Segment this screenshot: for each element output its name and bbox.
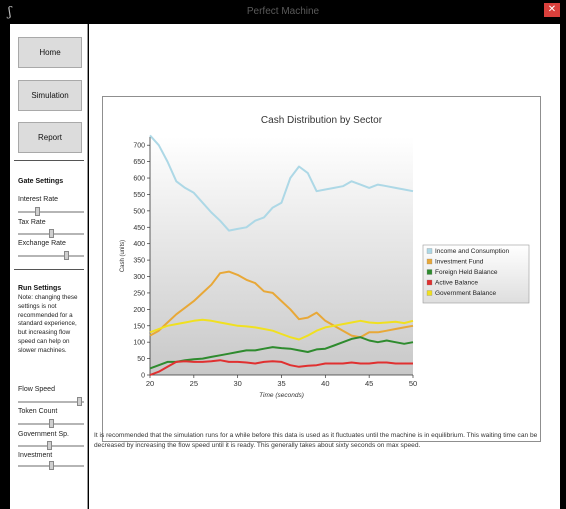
sidebar-divider (14, 160, 84, 161)
slider-thumb[interactable] (48, 229, 54, 238)
gate-settings-title: Gate Settings (18, 178, 64, 185)
flow-speed-slider[interactable] (18, 397, 84, 406)
series-line-0 (149, 134, 414, 232)
x-axis-label: Time (seconds) (259, 392, 304, 399)
y-tick-label: 50 (137, 356, 145, 363)
x-tick-label: 20 (146, 379, 154, 388)
close-button[interactable]: ✕ (544, 3, 560, 17)
chart-title: Cash Distribution by Sector (260, 115, 383, 126)
legend-label: Investment Fund (435, 259, 484, 266)
slider-thumb[interactable] (47, 441, 53, 450)
x-tick-label: 30 (233, 379, 241, 388)
slider-thumb[interactable] (48, 419, 54, 428)
run-settings-title: Run Settings (18, 285, 62, 292)
y-tick-label: 650 (133, 159, 145, 166)
y-tick-label: 300 (133, 274, 145, 281)
interest-rate-slider[interactable] (18, 207, 84, 216)
series-line-4 (149, 318, 414, 341)
y-axis-label: Cash (units) (120, 240, 126, 272)
y-tick-label: 550 (133, 192, 145, 199)
y-tick-label: 250 (133, 290, 145, 297)
y-tick-label: 100 (133, 340, 145, 347)
run-settings-note: Note: changing these settings is not rec… (18, 294, 78, 354)
main-content: Cash Distribution by Sector 0 50 100 150 200… (89, 24, 560, 509)
x-tick-label: 40 (321, 379, 329, 388)
tax-rate-slider[interactable] (18, 229, 84, 238)
legend-label: Income and Consumption (435, 248, 509, 255)
legend-swatch (426, 248, 433, 254)
slider-thumb[interactable] (63, 251, 69, 260)
y-tick-label: 600 (133, 176, 145, 183)
slider-thumb[interactable] (48, 461, 54, 470)
government-spending-label: Government Sp. (18, 431, 69, 438)
x-tick-label: 25 (190, 379, 198, 388)
line-chart: 0 50 100 150 200 250 300 350 400 450 500 550 600 650 7… (120, 134, 530, 399)
slider-track (18, 401, 84, 403)
y-tick-label: 450 (133, 225, 145, 232)
legend-label: Active Balance (435, 280, 478, 287)
simulation-button[interactable]: Simulation (18, 80, 82, 111)
slider-thumb[interactable] (77, 397, 83, 406)
sidebar: Home Simulation Report Gate Settings Int… (10, 24, 88, 509)
series-line-2 (149, 336, 414, 370)
title-bar: ʃ Perfect Machine ✕ (0, 0, 566, 24)
y-tick-label: 150 (133, 323, 145, 330)
window-frame-left (0, 24, 10, 509)
app-icon: ʃ (8, 5, 12, 20)
x-tick-label: 35 (277, 379, 285, 388)
y-tick-label: 200 (133, 307, 145, 314)
interest-rate-label: Interest Rate (18, 196, 59, 203)
legend-swatch (426, 269, 433, 275)
report-button[interactable]: Report (18, 122, 82, 153)
chart-panel: Cash Distribution by Sector 0 50 100 150 200… (102, 96, 541, 442)
window-title: Perfect Machine (246, 6, 320, 17)
y-tick-label: 400 (133, 241, 145, 248)
slider-thumb[interactable] (35, 207, 41, 216)
government-spending-slider[interactable] (18, 441, 84, 450)
legend-swatch (426, 258, 433, 265)
exchange-rate-slider[interactable] (18, 251, 84, 260)
tax-rate-label: Tax Rate (18, 219, 46, 226)
legend-swatch (426, 279, 433, 286)
legend-label: Government Balance (435, 290, 496, 297)
slider-track (18, 255, 84, 257)
x-tick-label: 50 (409, 379, 417, 388)
slider-track (18, 211, 84, 213)
info-text: It is recommended that the simulation ru… (94, 432, 538, 449)
y-tick-label: 500 (133, 208, 145, 215)
legend-label: Foreign Held Balance (435, 269, 498, 276)
series-line-3 (149, 359, 413, 376)
y-tick-label: 700 (133, 143, 145, 150)
series-line-1 (149, 270, 414, 339)
investment-slider[interactable] (18, 461, 84, 470)
y-tick-label: 0 (141, 373, 145, 380)
window-frame-right (560, 24, 566, 509)
sidebar-divider (14, 269, 84, 270)
token-count-label: Token Count (18, 408, 58, 415)
plot-area (150, 137, 413, 375)
y-tick-label: 350 (133, 258, 145, 265)
home-button[interactable]: Home (18, 37, 82, 68)
chart-legend: Income and Consumption Investment Fund For… (422, 244, 530, 304)
legend-box (422, 244, 530, 304)
investment-label: Investment (18, 452, 53, 459)
exchange-rate-label: Exchange Rate (18, 240, 66, 247)
flow-speed-label: Flow Speed (18, 386, 55, 393)
legend-swatch (426, 290, 433, 296)
x-tick-label: 45 (365, 379, 373, 388)
token-count-slider[interactable] (18, 419, 84, 428)
